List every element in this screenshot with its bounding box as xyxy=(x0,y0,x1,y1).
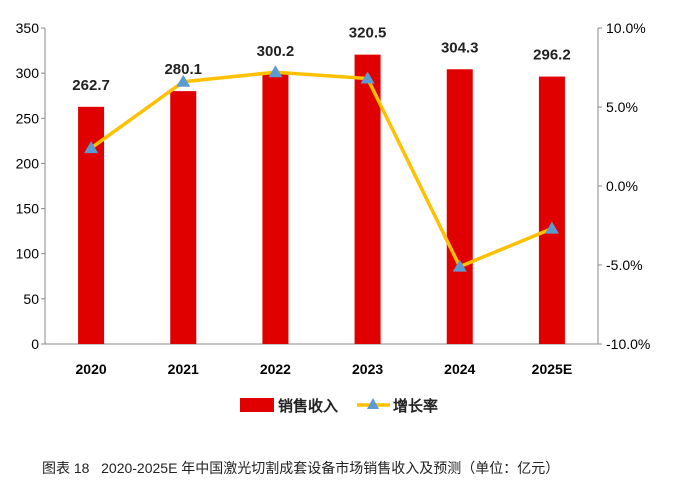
growth-marker xyxy=(268,65,283,78)
growth-line xyxy=(90,70,553,269)
growth-marker xyxy=(544,221,559,234)
right-tick-label: -5.0% xyxy=(606,257,643,273)
growth-marker xyxy=(360,71,375,84)
legend-bar-swatch xyxy=(240,398,274,412)
left-tick-label: 0 xyxy=(31,336,39,352)
legend-bar-label: 销售收入 xyxy=(278,397,338,415)
bar xyxy=(538,76,565,344)
right-tick-label: -10.0% xyxy=(606,336,650,352)
x-tick-label: 2021 xyxy=(168,361,199,377)
x-tick-label: 2025E xyxy=(532,361,572,377)
x-tick-label: 2024 xyxy=(444,361,475,377)
bar-data-label: 280.1 xyxy=(164,61,202,78)
right-tick-label: 10.0% xyxy=(606,20,646,36)
left-tick-label: 250 xyxy=(16,110,40,126)
bar-data-label: 320.5 xyxy=(349,25,387,42)
growth-marker xyxy=(176,74,191,87)
growth-marker xyxy=(84,141,99,154)
left-tick-label: 50 xyxy=(23,291,39,307)
bar xyxy=(354,54,381,345)
figure-caption: 图表 18 2020-2025E 年中国激光切割成套设备市场销售收入及预测（单位… xyxy=(42,460,560,476)
bar-data-label: 304.3 xyxy=(441,39,479,56)
chart: 0 50 100 150 200 250 300 350 -10.0% -5.0% 0.0% 5.0%… xyxy=(16,20,651,415)
left-tick-label: 150 xyxy=(16,201,40,217)
left-tick-label: 300 xyxy=(16,65,40,81)
legend-line-label: 增长率 xyxy=(393,397,438,415)
bar xyxy=(446,69,473,345)
bar xyxy=(262,72,289,345)
bar xyxy=(170,91,197,344)
left-tick-label: 350 xyxy=(16,20,40,36)
left-tick-label: 100 xyxy=(16,246,40,262)
right-tick-label: 0.0% xyxy=(606,178,638,194)
left-tick-label: 200 xyxy=(16,155,40,171)
bar-data-label: 296.2 xyxy=(533,47,571,64)
bar-data-label: 300.2 xyxy=(257,43,295,60)
x-tick-label: 2022 xyxy=(260,361,291,377)
x-tick-label: 2023 xyxy=(352,361,383,377)
right-tick-label: 5.0% xyxy=(606,99,638,115)
bar-data-label: 262.7 xyxy=(72,77,110,94)
growth-marker xyxy=(452,259,467,272)
x-tick-label: 2020 xyxy=(76,361,107,377)
legend-triangle-icon xyxy=(367,398,379,409)
